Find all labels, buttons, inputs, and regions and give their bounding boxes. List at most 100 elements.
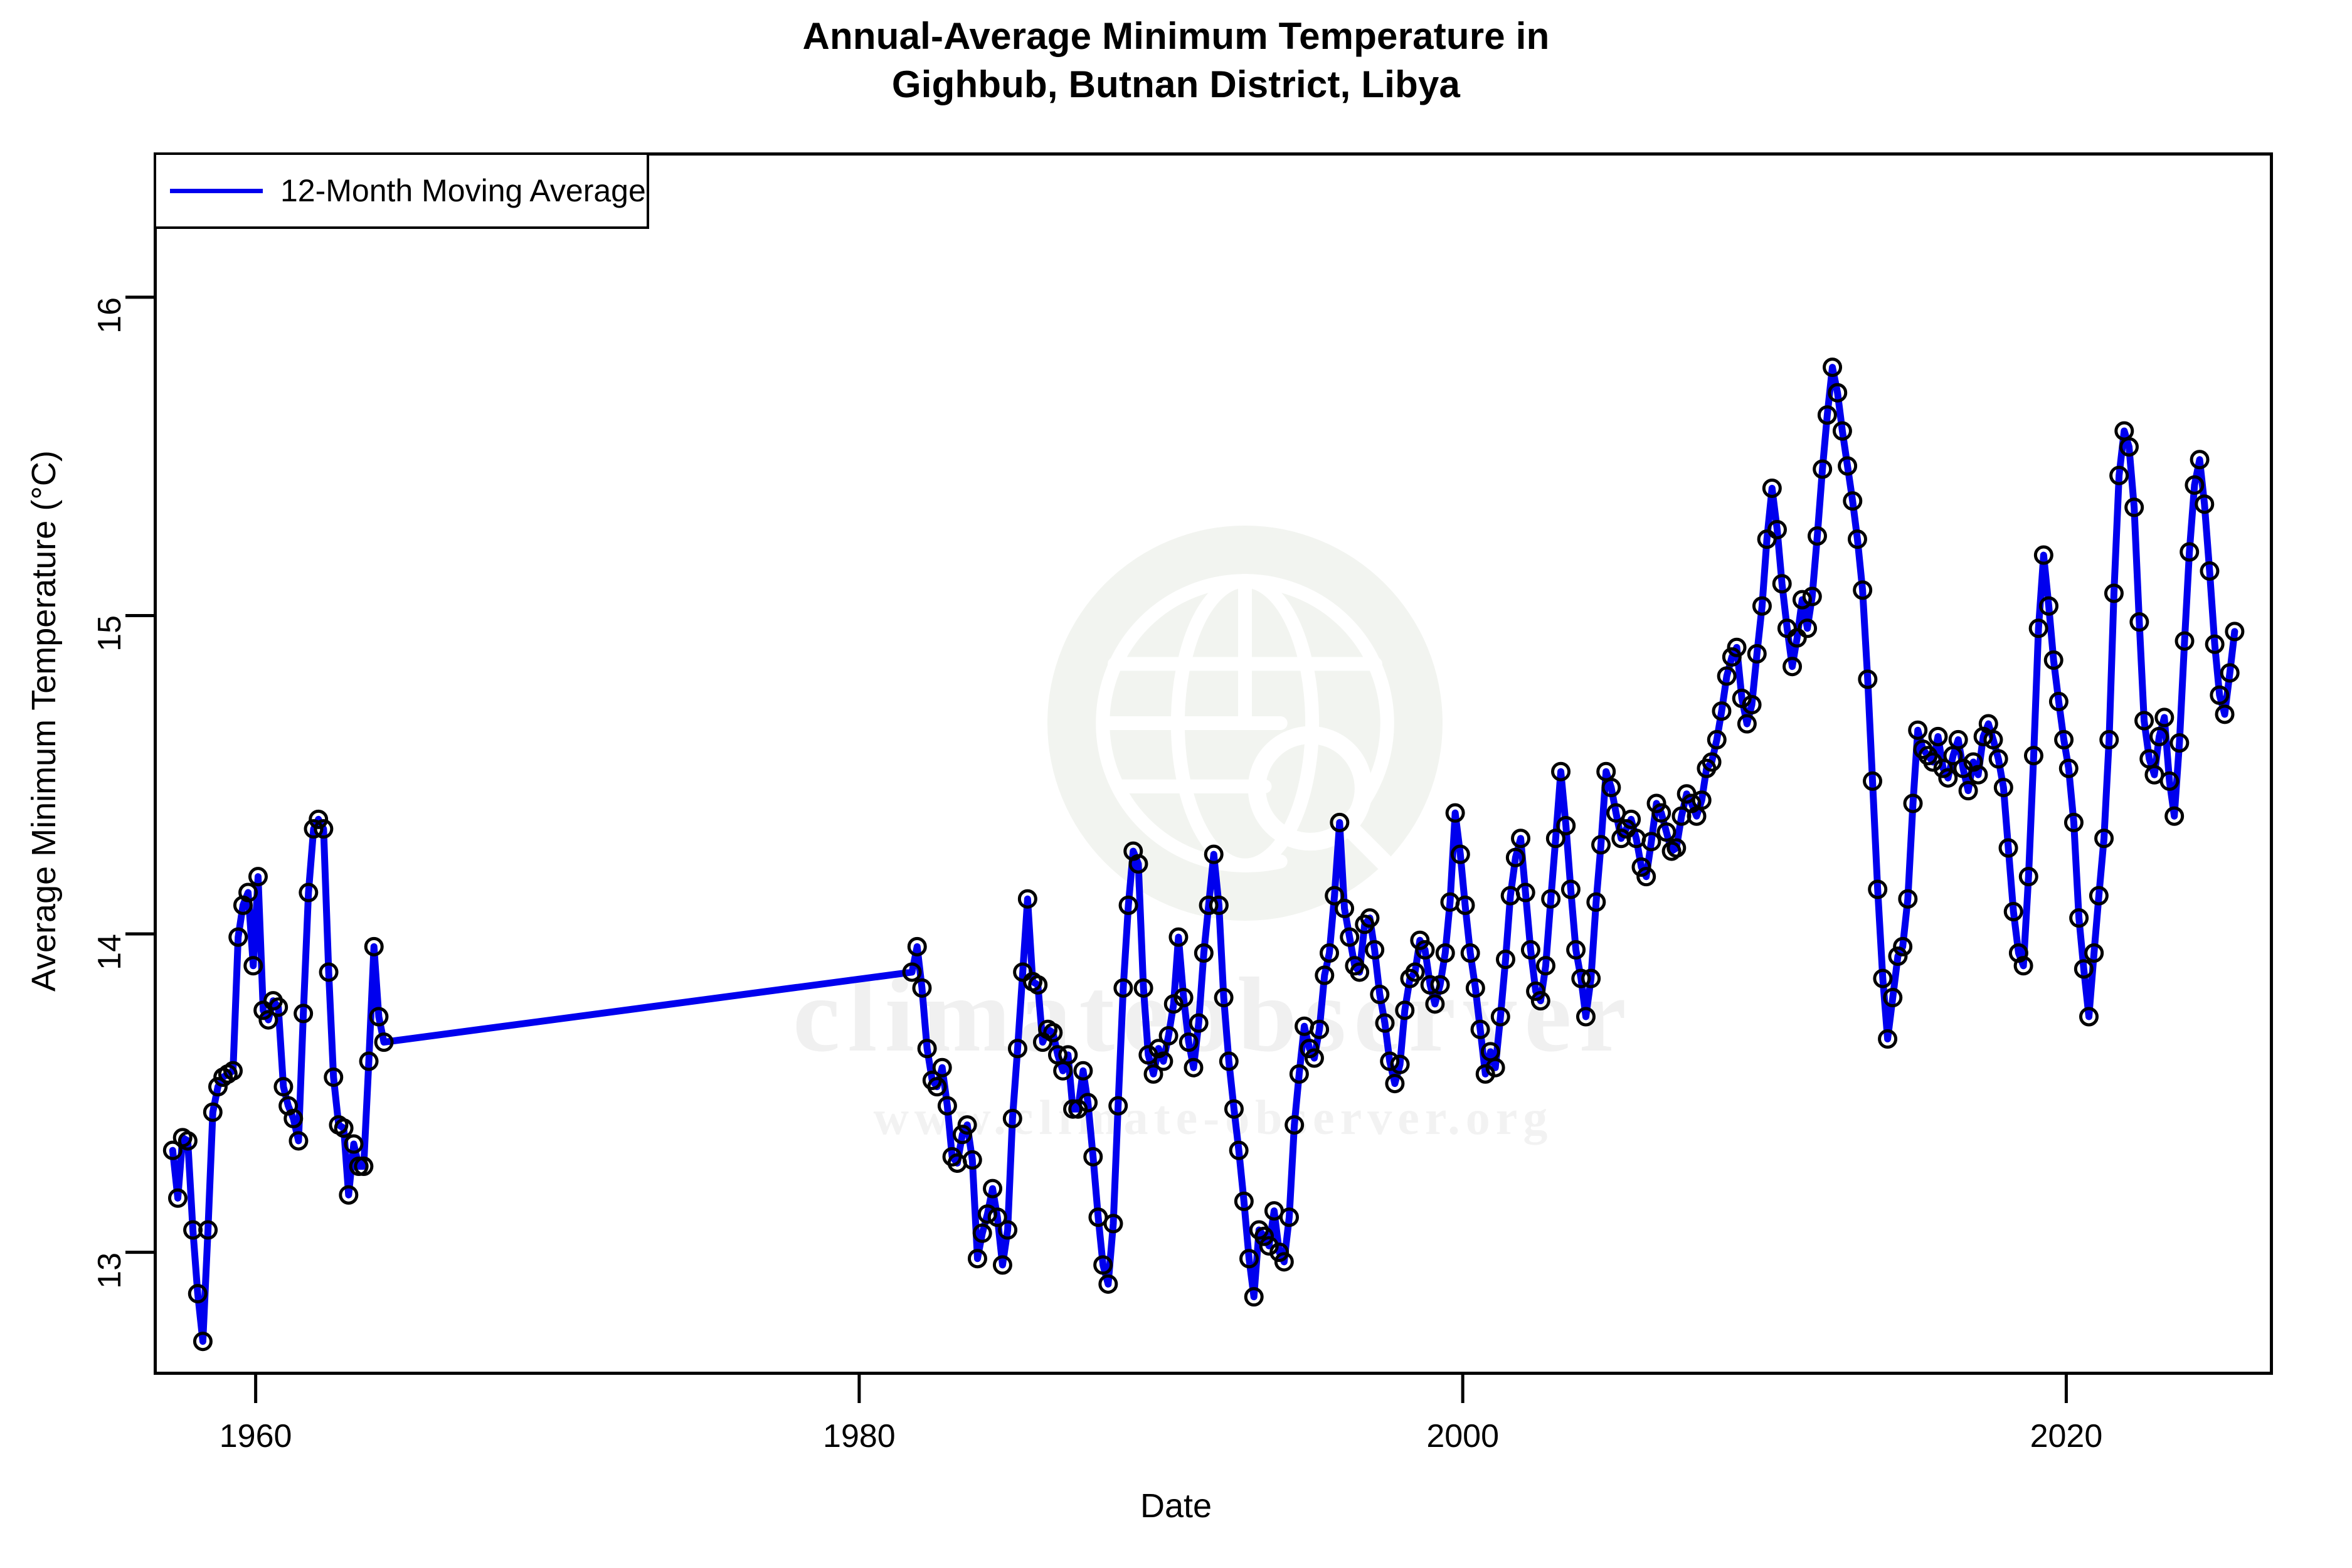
data-point-marker: [1541, 889, 1561, 909]
data-point-marker: [1194, 943, 1214, 963]
data-point-marker: [1823, 358, 1843, 378]
data-point-marker: [1571, 968, 1591, 988]
data-point-marker: [203, 1102, 223, 1122]
data-point-marker: [1279, 1207, 1300, 1227]
data-point-marker: [1325, 886, 1345, 906]
data-point-marker: [1184, 1057, 1204, 1078]
data-point-marker: [912, 978, 932, 998]
data-point-marker: [289, 1131, 309, 1151]
data-point-marker: [208, 1077, 228, 1097]
data-point-marker: [2074, 959, 2094, 979]
data-point-marker: [1315, 965, 1335, 985]
data-point-marker: [2058, 758, 2079, 778]
data-point-marker: [1757, 529, 1777, 549]
data-point-marker: [339, 1185, 359, 1205]
plot-frame: [154, 152, 2273, 1375]
data-point-marker: [1938, 768, 1958, 788]
x-tick-label-1960: 1960: [219, 1418, 292, 1454]
data-point-marker: [2149, 726, 2169, 746]
data-point-marker: [1028, 975, 1048, 995]
data-point-marker: [937, 1096, 957, 1116]
data-point-marker: [1692, 790, 1712, 810]
data-point-marker: [927, 1077, 947, 1097]
data-point-marker: [1832, 421, 1852, 441]
data-point-marker: [1717, 666, 1737, 686]
data-point-marker: [1405, 962, 1425, 982]
data-point-marker: [962, 1150, 982, 1170]
data-point-marker: [1737, 714, 1757, 734]
data-point-marker: [258, 1010, 278, 1030]
data-point-marker: [1772, 574, 1792, 594]
data-point-marker: [1878, 1029, 1898, 1049]
data-point-marker: [1515, 882, 1535, 903]
data-point-marker: [1993, 778, 2013, 798]
data-point-marker: [2169, 733, 2190, 753]
data-point-marker: [2069, 908, 2089, 928]
data-point-marker: [1269, 1242, 1290, 1263]
data-point-marker: [2033, 545, 2053, 565]
data-point-marker: [1873, 968, 1893, 988]
data-point-marker: [1807, 526, 1827, 546]
data-point-marker: [1058, 1045, 1078, 1065]
data-point-marker: [1300, 1039, 1320, 1059]
data-point-marker: [1817, 405, 1837, 425]
data-point-marker: [273, 1077, 294, 1097]
data-point-marker: [932, 1057, 952, 1078]
data-point-marker: [967, 1249, 987, 1269]
data-point-marker: [2205, 634, 2225, 654]
data-point-marker: [1365, 940, 1385, 960]
data-point-marker: [1133, 978, 1153, 998]
data-point-marker: [1702, 752, 1722, 772]
data-point-marker: [1727, 637, 1747, 657]
data-point-marker: [324, 1067, 344, 1087]
y-tick-label-14: 14: [92, 934, 128, 970]
data-point-marker: [2215, 704, 2235, 724]
data-point-marker: [2104, 583, 2124, 603]
data-point-marker: [1385, 1074, 1405, 1094]
data-point-marker: [248, 867, 268, 887]
data-point-marker: [1239, 1249, 1259, 1269]
data-point-marker: [1375, 1013, 1395, 1033]
data-point-marker: [1787, 628, 1807, 648]
legend-line-swatch: [170, 188, 263, 193]
data-point-marker: [1641, 832, 1661, 852]
data-point-marker: [1224, 1099, 1244, 1119]
data-point-marker: [1485, 1057, 1505, 1078]
data-point-marker: [1551, 761, 1571, 781]
legend-label-moving-average: 12-Month Moving Average: [280, 173, 646, 208]
data-point-marker: [1168, 927, 1189, 947]
data-point-marker: [1888, 946, 1908, 967]
data-point-marker: [1847, 529, 1867, 549]
data-point-marker: [2094, 829, 2114, 849]
data-point-marker: [1838, 456, 1858, 476]
chart-title: Annual-Average Minimum Temperature in Gi…: [0, 13, 2352, 109]
data-point-marker: [1445, 803, 1465, 823]
data-point-marker: [1983, 729, 2003, 750]
data-point-marker: [1903, 793, 1923, 813]
data-point-marker: [1470, 1019, 1490, 1039]
data-point-marker: [193, 1332, 213, 1352]
data-point-marker: [1656, 822, 1677, 842]
data-point-marker: [2018, 867, 2038, 887]
data-point-marker: [2200, 561, 2220, 581]
data-point-marker: [1113, 978, 1133, 998]
data-point-marker: [1883, 988, 1903, 1008]
data-point-marker: [1722, 647, 1742, 667]
chart-title-line2: Gighbub, Butnan District, Libya: [891, 63, 1461, 105]
data-point-marker: [1998, 838, 2018, 858]
data-point-marker: [198, 1220, 218, 1240]
data-point-marker: [2099, 729, 2119, 750]
data-point-marker: [1767, 519, 1787, 539]
data-point-marker: [1435, 943, 1455, 963]
data-point-marker: [314, 819, 334, 839]
data-point-marker: [1828, 383, 1848, 403]
data-point-marker: [2225, 622, 2245, 642]
data-point-marker: [1601, 778, 1621, 798]
data-point-marker: [354, 1157, 374, 1177]
chart-title-line1: Annual-Average Minimum Temperature in: [802, 15, 1550, 57]
data-point-marker: [1535, 956, 1555, 976]
data-point-marker: [1928, 726, 1948, 746]
data-point-marker: [1158, 1025, 1179, 1046]
data-point-marker: [1330, 812, 1350, 832]
data-point-marker: [299, 882, 319, 903]
